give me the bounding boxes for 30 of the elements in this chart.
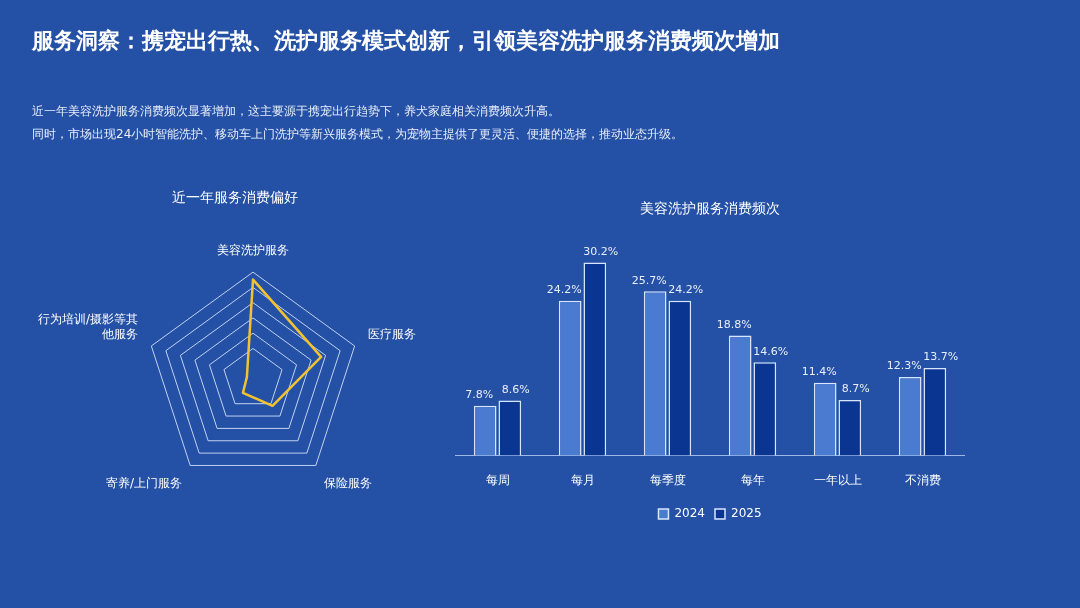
data-label: 12.3% <box>886 359 922 373</box>
data-label: 8.6% <box>501 382 530 396</box>
text: 同时，市场出现24小时智能洗护、移动车上门洗护等新兴服务模式，为宠物主提供了更灵活、便捷的选择，推动业态升级。 <box>32 126 684 143</box>
x-tick-label: 不消费 <box>904 472 941 487</box>
spoke-label: 医疗服务 <box>367 326 416 341</box>
data-label: 7.8% <box>465 388 494 402</box>
spoke-label: 保险服务 <box>324 476 373 491</box>
text: 服务洞察：携宠出行热、洗护服务模式创新，引领美容洗护服务消费频次增加 <box>32 27 780 55</box>
chart-title: 近一年服务消费偏好 <box>172 189 298 206</box>
data-label: 13.7% <box>923 350 959 364</box>
legend-label: 2025 <box>731 506 762 521</box>
x-tick-label: 每周 <box>485 472 510 487</box>
x-tick-label: 每年 <box>740 472 765 487</box>
x-tick-label: 每季度 <box>649 472 686 487</box>
data-label: 8.7% <box>841 382 870 396</box>
spoke-label: 美容洗护服务 <box>217 243 289 258</box>
data-label: 14.6% <box>753 344 789 358</box>
x-tick-label: 一年以上 <box>813 472 862 487</box>
text: 近一年美容洗护服务消费频次显著增加，这主要源于携宠出行趋势下，养犬家庭相关消费频次升高。 <box>32 103 560 120</box>
data-label: 24.2% <box>546 283 582 297</box>
chart-title: 美容洗护服务消费频次 <box>640 200 780 217</box>
data-label: 11.4% <box>801 365 837 379</box>
x-tick-label: 每月 <box>570 472 595 487</box>
legend-label: 2024 <box>674 506 706 521</box>
spoke-label: 行为培训/摄影等其他服务 <box>38 312 139 341</box>
data-label: 24.2% <box>668 283 704 297</box>
data-label: 18.8% <box>716 317 752 331</box>
data-label: 30.2% <box>583 244 619 258</box>
data-label: 25.7% <box>631 273 667 287</box>
spoke-label: 寄养/上门服务 <box>105 476 182 491</box>
